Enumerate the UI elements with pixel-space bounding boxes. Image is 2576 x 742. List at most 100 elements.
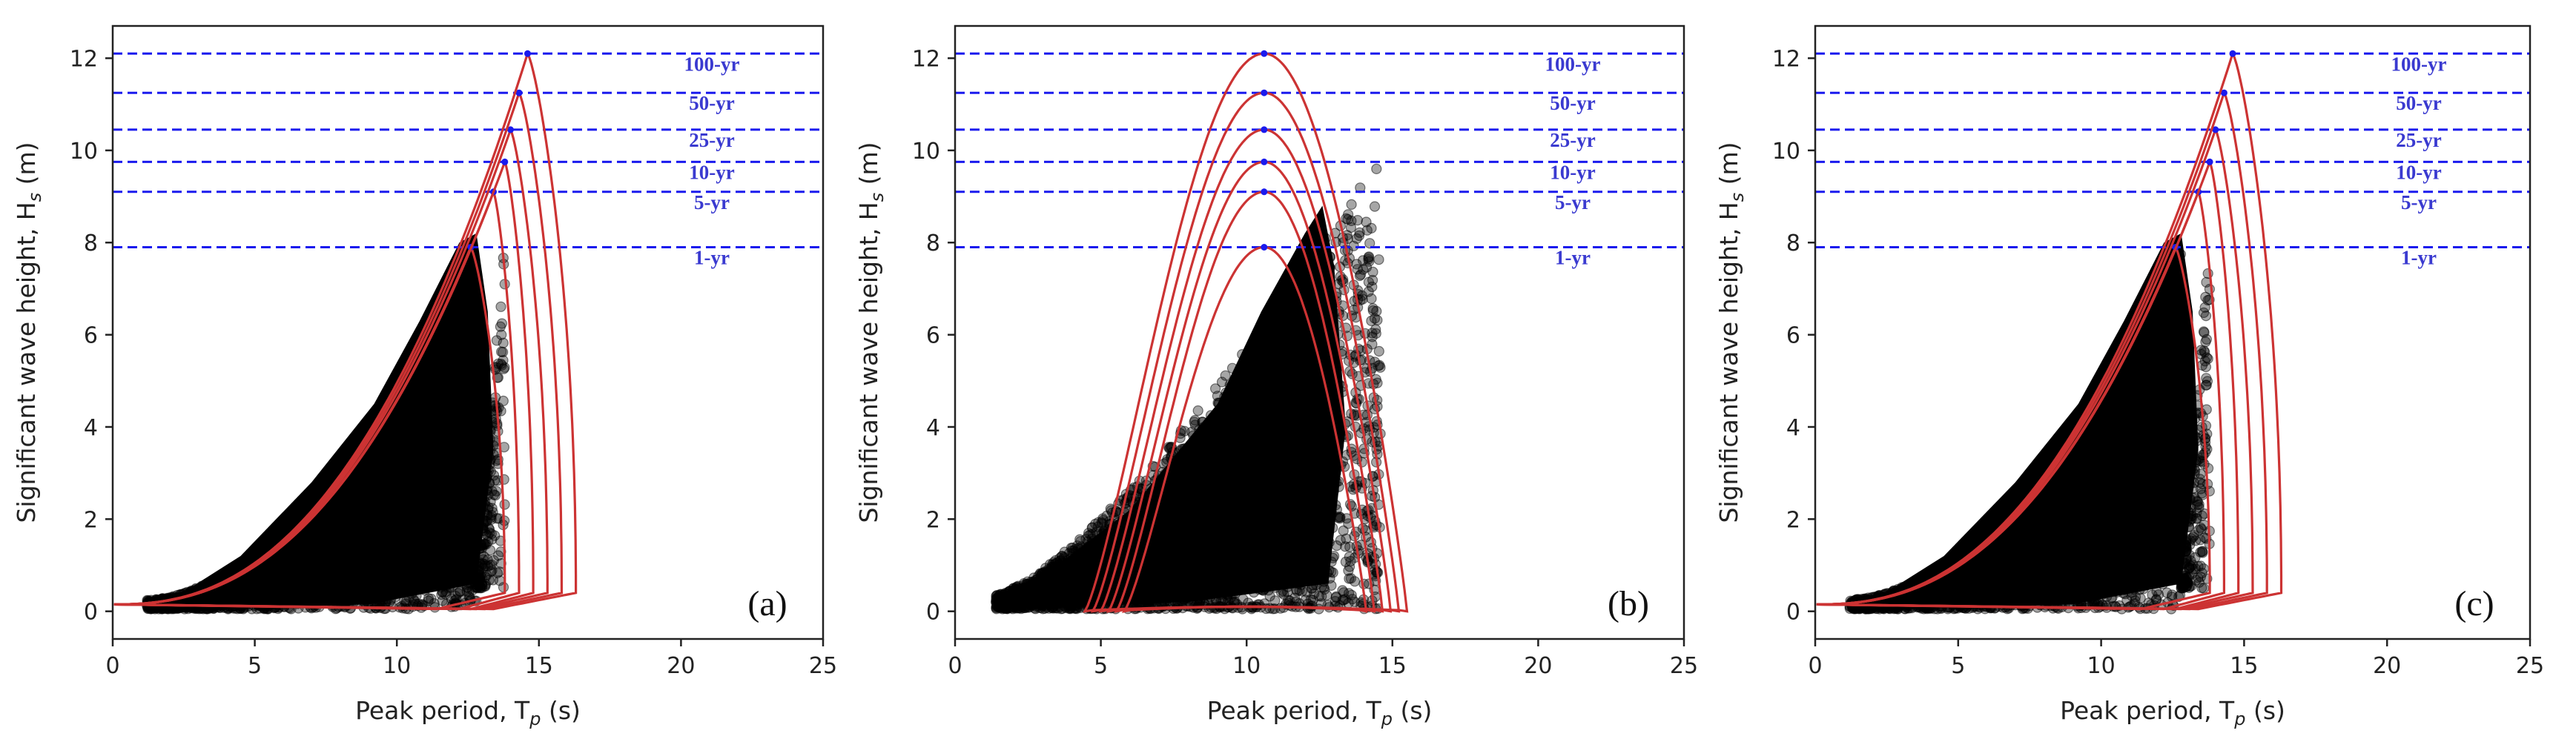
y-axis-label-main: Significant wave height, H: [12, 202, 41, 523]
return-label-10-yr: 10-yr: [1550, 161, 1595, 183]
x-ticks: 0 5 10 15 20 25: [1808, 639, 2544, 679]
y-ticks: 0 2 4 6 8 10 12: [1772, 47, 1815, 626]
scatter-core: [155, 233, 494, 609]
y-axis-label-main: Significant wave height, H: [1714, 202, 1743, 523]
contour-peak-50-yr: [515, 89, 523, 96]
y-tick-label: 12: [1772, 47, 1800, 73]
return-label-1-yr: 1-yr: [1555, 247, 1591, 269]
contour-100-yr: [1816, 50, 2283, 611]
x-axis-label-main: Peak period, T: [355, 696, 530, 725]
x-axis-label-unit: (s): [1393, 696, 1432, 725]
return-label-100-yr: 100-yr: [1545, 53, 1601, 75]
contour-100-yr: [1083, 52, 1409, 613]
y-tick-label: 0: [926, 600, 940, 626]
x-tick-label: 5: [1951, 653, 1965, 679]
y-tick-label: 8: [84, 231, 98, 256]
panel-label: (c): [2454, 584, 2494, 623]
y-tick-label: 10: [70, 139, 98, 165]
y-ticks: 0 2 4 6 8 10 12: [70, 47, 113, 626]
y-axis-label-unit: (m): [854, 142, 883, 192]
y-tick-label: 12: [912, 47, 940, 73]
x-axis-label-sub: p: [1381, 709, 1393, 729]
contour-peak-5-yr: [1261, 188, 1268, 196]
axes-frame: [954, 24, 1685, 640]
scatter-dense-region: [1857, 233, 2199, 609]
y-tick-label: 6: [926, 323, 940, 349]
contour-peak-100-yr: [2229, 50, 2236, 57]
x-axis-label: Peak period, Tp (s): [355, 696, 581, 729]
return-label-50-yr: 50-yr: [1550, 92, 1595, 114]
x-tick-label: 15: [1378, 653, 1407, 679]
return-period-lines: 1-yr 5-yr 10-yr 25-yr 50-yr 100-yr: [113, 52, 823, 269]
axes-frame: [111, 24, 825, 640]
scatter-dense-region: [155, 233, 494, 609]
y-tick-label: 4: [84, 415, 98, 441]
return-label-5-yr: 5-yr: [694, 191, 730, 213]
x-axis-label-unit: (s): [541, 696, 580, 725]
x-axis-label-unit: (s): [2245, 696, 2285, 725]
return-period-lines: 1-yr 5-yr 10-yr 25-yr 50-yr 100-yr: [1815, 52, 2530, 269]
contour-peak-25-yr: [2212, 126, 2219, 133]
x-tick-label: 15: [525, 653, 553, 679]
contour-peak-50-yr: [2220, 89, 2227, 96]
return-label-25-yr: 25-yr: [2396, 129, 2441, 151]
x-tick-label: 25: [809, 653, 837, 679]
y-tick-label: 10: [1772, 139, 1800, 165]
contour-peak-100-yr: [1261, 50, 1268, 57]
y-tick-label: 2: [84, 507, 98, 533]
x-ticks: 0 5 10 15 20 25: [105, 639, 837, 679]
contour-100-yr: [113, 50, 578, 611]
y-tick-label: 8: [926, 231, 940, 256]
y-axis-label-sub: s: [1727, 193, 1748, 202]
contour-peak-50-yr: [1261, 89, 1268, 96]
y-tick-label: 8: [1786, 231, 1800, 256]
y-tick-label: 0: [84, 600, 98, 626]
y-tick-label: 2: [926, 507, 940, 533]
return-label-50-yr: 50-yr: [2396, 92, 2441, 114]
x-tick-label: 25: [2516, 653, 2544, 679]
x-tick-label: 25: [1670, 653, 1698, 679]
y-axis-label-unit: (m): [12, 142, 41, 192]
return-label-1-yr: 1-yr: [2401, 247, 2437, 269]
x-ticks: 0 5 10 15 20 25: [948, 639, 1698, 679]
contours: [1083, 50, 1409, 613]
y-tick-label: 6: [1786, 323, 1800, 349]
return-label-50-yr: 50-yr: [689, 92, 734, 114]
panel-label: (b): [1608, 584, 1649, 623]
plot-area: [142, 233, 510, 615]
y-tick-label: 10: [912, 139, 940, 165]
x-tick-label: 10: [383, 653, 411, 679]
x-tick-label: 5: [248, 653, 262, 679]
y-tick-label: 0: [1786, 600, 1800, 626]
x-tick-label: 20: [667, 653, 695, 679]
contours: [1816, 50, 2283, 611]
y-tick-label: 6: [84, 323, 98, 349]
return-label-25-yr: 25-yr: [689, 129, 734, 151]
return-label-5-yr: 5-yr: [1555, 191, 1591, 213]
contours: [113, 50, 578, 611]
x-axis-label-sub: p: [529, 709, 541, 729]
contour-peak-25-yr: [507, 126, 514, 133]
y-tick-label: 2: [1786, 507, 1800, 533]
y-tick-label: 4: [926, 415, 940, 441]
y-axis-label-sub: s: [24, 193, 45, 202]
x-axis-label-main: Peak period, T: [1207, 696, 1382, 725]
return-label-10-yr: 10-yr: [2396, 161, 2441, 183]
contour-peak-10-yr: [2206, 158, 2213, 165]
x-tick-label: 10: [1232, 653, 1261, 679]
contour-peak-10-yr: [1261, 158, 1268, 165]
return-label-10-yr: 10-yr: [689, 161, 734, 183]
x-axis-label-main: Peak period, T: [2060, 696, 2235, 725]
return-label-1-yr: 1-yr: [694, 247, 730, 269]
contour-peak-100-yr: [524, 50, 531, 57]
return-label-100-yr: 100-yr: [2391, 53, 2447, 75]
x-tick-label: 0: [105, 653, 119, 679]
return-label-100-yr: 100-yr: [684, 53, 740, 75]
x-axis-label: Peak period, Tp (s): [1207, 696, 1433, 729]
y-tick-label: 4: [1786, 415, 1800, 441]
x-tick-label: 15: [2230, 653, 2258, 679]
